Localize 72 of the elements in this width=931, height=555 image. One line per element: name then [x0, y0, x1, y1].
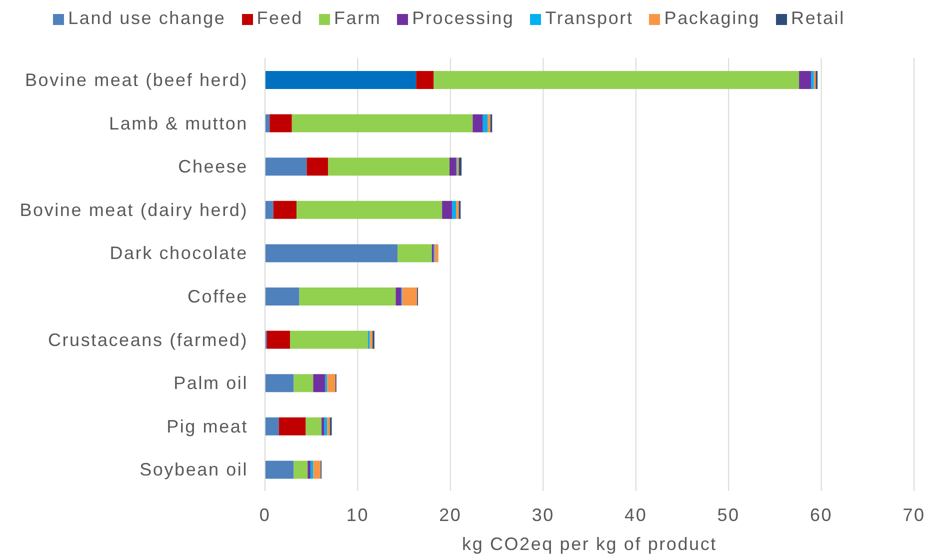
bar [294, 374, 314, 392]
bar [265, 460, 294, 479]
bar [313, 460, 321, 479]
x-tick-label: 40 [624, 504, 648, 525]
bar [434, 244, 438, 262]
bar [290, 330, 368, 349]
bar [488, 114, 490, 132]
bar [416, 71, 434, 89]
y-tick-label: Bovine meat (beef herd) [24, 70, 248, 90]
legend-label: Farm [334, 8, 382, 28]
bar [327, 374, 336, 392]
x-tick-label: 50 [717, 504, 740, 525]
bar [266, 330, 290, 349]
bar [265, 71, 416, 89]
bar [265, 374, 294, 392]
x-tick-label: 30 [532, 504, 554, 525]
y-tick-label: Cheese [178, 156, 248, 177]
bar [296, 200, 442, 219]
bar [265, 200, 274, 219]
bar [450, 158, 456, 176]
bar [294, 460, 308, 479]
x-axis-title: kg CO2eq per kg of product [462, 534, 717, 554]
bar [396, 288, 402, 306]
x-tick-label: 20 [439, 504, 462, 525]
y-tick-label: Coffee [187, 286, 248, 307]
bar [811, 71, 814, 89]
y-tick-label: Lamb & mutton [109, 113, 248, 134]
bar [322, 417, 324, 436]
bar [402, 288, 418, 306]
legend-label: Feed [256, 8, 303, 28]
bar [310, 460, 314, 479]
bar [273, 200, 297, 219]
bar [456, 200, 459, 219]
bar [265, 417, 279, 436]
y-tick-label: Palm oil [174, 373, 248, 394]
bar [324, 417, 328, 436]
y-tick-label: Soybean oil [140, 460, 248, 480]
bar [328, 158, 450, 176]
bar [278, 417, 306, 436]
bar [313, 374, 326, 392]
x-tick-label: 0 [259, 504, 271, 525]
legend-label: Retail [791, 8, 845, 28]
bar [265, 288, 300, 306]
legend-label: Transport [545, 8, 634, 28]
bar [327, 417, 330, 436]
bar [482, 114, 488, 132]
bar [299, 288, 396, 306]
legend-label: Processing [412, 8, 514, 28]
bar [799, 71, 812, 89]
legend-label: Land use change [68, 8, 226, 28]
bar [292, 114, 473, 132]
x-tick-label: 60 [810, 504, 833, 525]
bar [398, 244, 432, 262]
bar [308, 460, 310, 479]
bar [306, 417, 322, 436]
bar [452, 200, 456, 219]
bar [434, 71, 800, 89]
bar [270, 114, 292, 132]
bar [265, 244, 398, 262]
bar [265, 158, 307, 176]
y-tick-label: Bovine meat (dairy herd) [20, 200, 248, 220]
bar [472, 114, 483, 132]
bar [442, 200, 452, 219]
y-tick-label: Dark chocolate [110, 243, 248, 264]
y-tick-label: Pig meat [166, 416, 248, 436]
y-tick-label: Crustaceans (farmed) [48, 330, 248, 350]
legend-label: Packaging [664, 8, 760, 28]
bar [458, 158, 462, 176]
bar [306, 158, 328, 176]
bar [370, 330, 373, 349]
x-tick-label: 10 [346, 504, 370, 525]
x-tick-label: 70 [902, 504, 926, 525]
